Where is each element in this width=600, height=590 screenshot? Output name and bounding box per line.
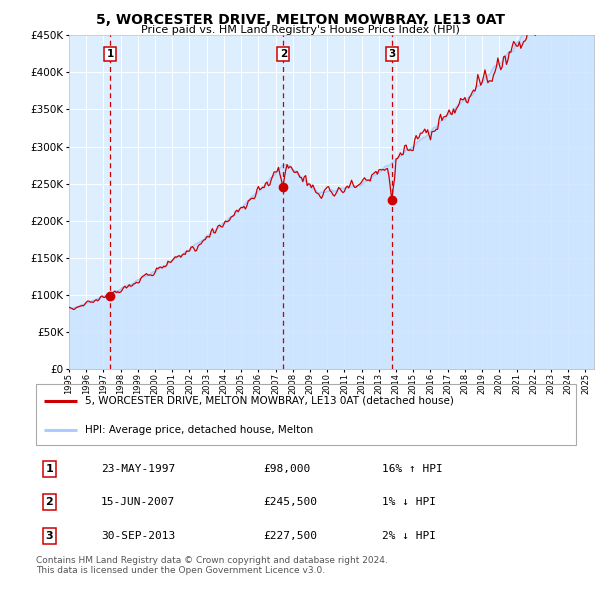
Text: HPI: Average price, detached house, Melton: HPI: Average price, detached house, Melt… xyxy=(85,425,313,435)
Text: £98,000: £98,000 xyxy=(263,464,310,474)
Text: 3: 3 xyxy=(388,49,395,59)
Text: 1: 1 xyxy=(46,464,53,474)
Text: 3: 3 xyxy=(46,531,53,541)
Text: £245,500: £245,500 xyxy=(263,497,317,507)
Text: 5, WORCESTER DRIVE, MELTON MOWBRAY, LE13 0AT (detached house): 5, WORCESTER DRIVE, MELTON MOWBRAY, LE13… xyxy=(85,396,454,406)
Text: 5, WORCESTER DRIVE, MELTON MOWBRAY, LE13 0AT: 5, WORCESTER DRIVE, MELTON MOWBRAY, LE13… xyxy=(95,13,505,27)
Text: 15-JUN-2007: 15-JUN-2007 xyxy=(101,497,175,507)
Text: 2: 2 xyxy=(280,49,287,59)
Text: 16% ↑ HPI: 16% ↑ HPI xyxy=(382,464,442,474)
Text: Price paid vs. HM Land Registry's House Price Index (HPI): Price paid vs. HM Land Registry's House … xyxy=(140,25,460,35)
Text: 2: 2 xyxy=(46,497,53,507)
Text: 30-SEP-2013: 30-SEP-2013 xyxy=(101,531,175,541)
Text: £227,500: £227,500 xyxy=(263,531,317,541)
Text: 1: 1 xyxy=(106,49,113,59)
Text: 23-MAY-1997: 23-MAY-1997 xyxy=(101,464,175,474)
Text: Contains HM Land Registry data © Crown copyright and database right 2024.
This d: Contains HM Land Registry data © Crown c… xyxy=(36,556,388,575)
Text: 2% ↓ HPI: 2% ↓ HPI xyxy=(382,531,436,541)
Text: 1% ↓ HPI: 1% ↓ HPI xyxy=(382,497,436,507)
